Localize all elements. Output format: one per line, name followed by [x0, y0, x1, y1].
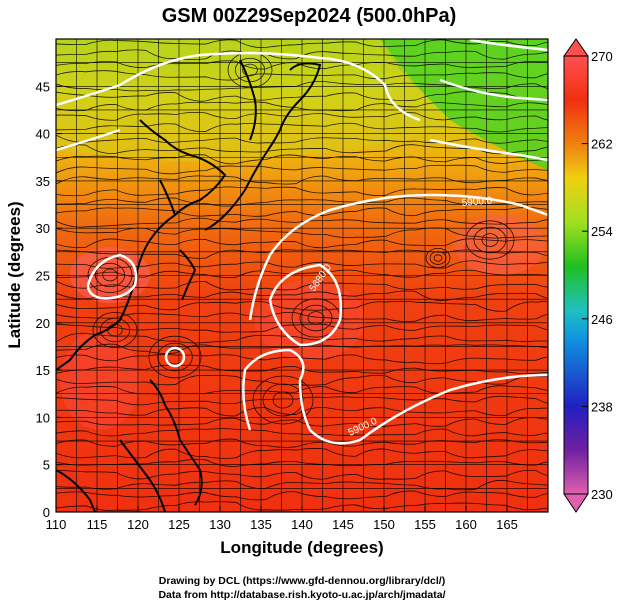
y-tick-label: 10	[36, 410, 50, 425]
colorbar-tick-label: 246	[591, 312, 613, 327]
x-tick-label: 140	[291, 517, 313, 532]
y-tick-label: 20	[36, 316, 50, 331]
x-axis-label: Longitude (degrees)	[220, 538, 383, 557]
x-tick-label: 125	[168, 517, 190, 532]
y-tick-label: 25	[36, 269, 50, 284]
y-tick-label: 15	[36, 363, 50, 378]
map-title: GSM 00Z29Sep2024 (500.0hPa)	[162, 5, 457, 27]
colorbar-tick-label: 230	[591, 487, 613, 502]
credit-drawing: Drawing by DCL (https://www.gfd-dennou.o…	[159, 575, 445, 587]
x-tick-label: 145	[332, 517, 354, 532]
warm-core	[255, 280, 365, 360]
x-tick-label: 160	[455, 517, 477, 532]
y-tick-label: 40	[36, 127, 50, 142]
colorbar-tick-label: 270	[591, 49, 613, 64]
colorbar-top-arrow	[563, 38, 589, 57]
colorbar: 270 262 254 246 238 230	[563, 38, 613, 513]
x-tick-label: 130	[209, 517, 231, 532]
x-tick-label: 155	[414, 517, 436, 532]
height-contours	[56, 39, 548, 445]
x-tick-label: 150	[373, 517, 395, 532]
x-axis: 110 115 120 125 130 135 140 145 150 155 160 165	[46, 506, 518, 532]
colorbar-tick-label: 262	[591, 137, 613, 152]
credit-data: Data from http://database.rish.kyoto-u.a…	[158, 589, 445, 601]
warm-core	[455, 215, 545, 275]
colorbar-tick-label: 254	[591, 224, 613, 239]
grid-lines	[56, 39, 548, 512]
x-tick-label: 135	[250, 517, 272, 532]
x-tick-label: 165	[496, 517, 518, 532]
y-axis: 0 5 10 15 20 25 30 35 40 45	[36, 79, 62, 520]
x-tick-label: 110	[46, 517, 67, 532]
y-tick-label: 5	[43, 458, 50, 473]
y-tick-label: 30	[36, 221, 50, 236]
x-tick-label: 115	[87, 517, 108, 532]
colorbar-bottom-arrow	[563, 493, 589, 513]
y-axis-label: Latitude (degrees)	[5, 201, 24, 348]
y-tick-label: 35	[36, 174, 50, 189]
contour-label: 5900.0	[461, 195, 493, 209]
colorbar-scale	[563, 55, 589, 495]
cool-region	[56, 39, 450, 162]
y-tick-label: 0	[43, 505, 50, 520]
plot-area: 5900.0 5880.0 5900.0	[56, 39, 548, 512]
x-tick-label: 120	[127, 517, 149, 532]
y-tick-label: 45	[36, 79, 50, 94]
coastlines	[56, 59, 322, 512]
colorbar-tick-label: 238	[591, 399, 613, 414]
streamlines	[56, 39, 548, 512]
